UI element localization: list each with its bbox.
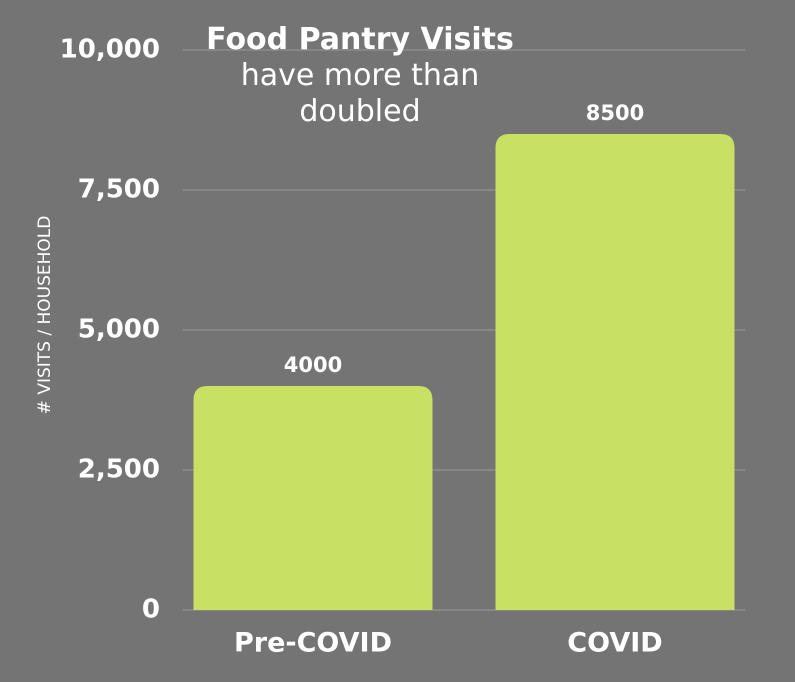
y-tick-label: 5,000	[78, 315, 160, 345]
titles: Food Pantry Visits have more than double…	[190, 22, 530, 130]
x-tick-label: Pre-COVID	[234, 628, 392, 659]
chart-title: Food Pantry Visits	[190, 22, 530, 58]
bar	[496, 134, 735, 610]
page: # VISITS / HOUSEHOLD 0 2,500 5,000 7,500 10,…	[0, 0, 795, 682]
chart-subtitle: have more than doubled	[235, 58, 485, 130]
value-label: 8500	[586, 101, 644, 125]
y-tick-label: 0	[142, 595, 160, 625]
value-label: 4000	[284, 353, 342, 377]
bar	[194, 386, 433, 610]
y-axis-label: # VISITS / HOUSEHOLD	[35, 216, 55, 415]
y-tick-label: 2,500	[78, 455, 160, 485]
x-tick-label: COVID	[567, 628, 662, 659]
y-tick-label: 10,000	[60, 35, 160, 65]
y-tick-label: 7,500	[78, 175, 160, 205]
